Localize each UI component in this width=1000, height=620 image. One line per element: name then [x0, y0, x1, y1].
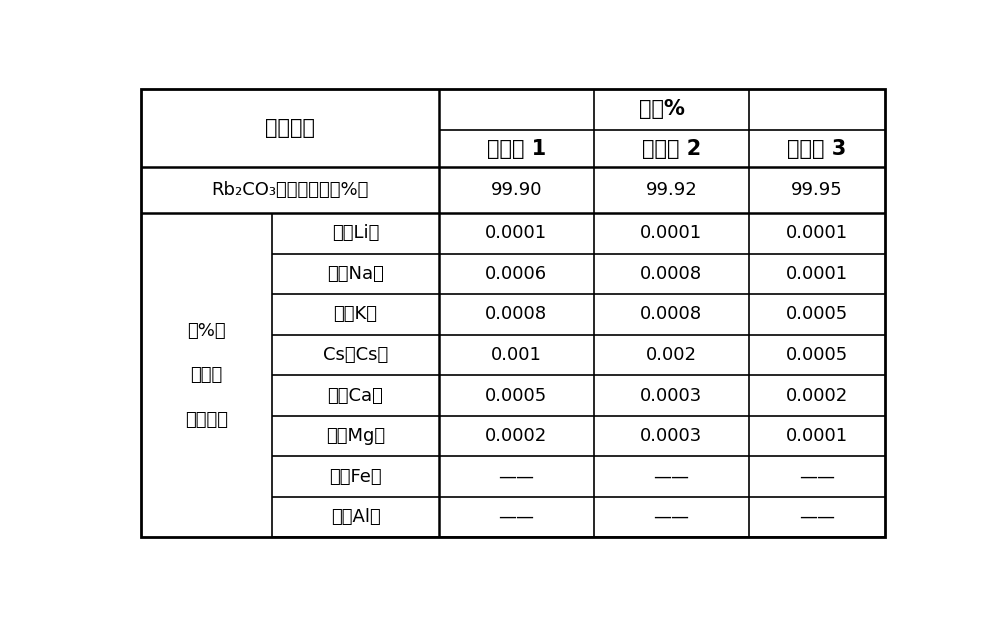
Text: 钾（K）: 钾（K） [334, 306, 378, 324]
Text: 钙（Ca）: 钙（Ca） [328, 387, 384, 405]
Text: 0.0001: 0.0001 [786, 427, 848, 445]
Text: 实施例 1: 实施例 1 [487, 139, 546, 159]
Text: 99.95: 99.95 [791, 181, 843, 199]
Text: 0.0008: 0.0008 [485, 306, 547, 324]
Text: ——: —— [799, 467, 835, 485]
Text: 0.0005: 0.0005 [485, 387, 548, 405]
Text: 0.0008: 0.0008 [640, 306, 702, 324]
Text: 0.0005: 0.0005 [786, 346, 848, 364]
Text: 0.0002: 0.0002 [786, 387, 848, 405]
Text: （%）: （%） [187, 322, 226, 340]
Text: Rb₂CO₃含量不小于（%）: Rb₂CO₃含量不小于（%） [211, 181, 368, 199]
Text: 0.0008: 0.0008 [640, 265, 702, 283]
Text: 0.0001: 0.0001 [786, 265, 848, 283]
Text: 0.0001: 0.0001 [640, 224, 702, 242]
Text: 99.92: 99.92 [646, 181, 697, 199]
Text: 铝（Al）: 铝（Al） [331, 508, 380, 526]
Text: ——: —— [498, 508, 534, 526]
Text: Cs（Cs）: Cs（Cs） [323, 346, 388, 364]
Text: 镁（Mg）: 镁（Mg） [326, 427, 385, 445]
Text: ——: —— [799, 508, 835, 526]
Text: ——: —— [498, 467, 534, 485]
Text: 99.90: 99.90 [491, 181, 542, 199]
Text: 杂质含量: 杂质含量 [185, 411, 228, 429]
Text: 锂（Li）: 锂（Li） [332, 224, 379, 242]
Text: 铁（Fe）: 铁（Fe） [329, 467, 382, 485]
Text: 0.0001: 0.0001 [485, 224, 547, 242]
Text: 0.001: 0.001 [491, 346, 542, 364]
Text: 不大于: 不大于 [190, 366, 222, 384]
Text: ——: —— [653, 467, 689, 485]
Text: 0.0003: 0.0003 [640, 387, 702, 405]
Text: 0.0005: 0.0005 [786, 306, 848, 324]
Text: 检验项目: 检验项目 [265, 118, 315, 138]
Text: 钠（Na）: 钠（Na） [327, 265, 384, 283]
Text: ——: —— [653, 508, 689, 526]
Text: 0.002: 0.002 [646, 346, 697, 364]
Text: 0.0001: 0.0001 [786, 224, 848, 242]
Text: 含量%: 含量% [639, 99, 685, 120]
Text: 实施例 2: 实施例 2 [642, 139, 701, 159]
Text: 0.0006: 0.0006 [485, 265, 547, 283]
Text: 0.0002: 0.0002 [485, 427, 548, 445]
Text: 0.0003: 0.0003 [640, 427, 702, 445]
Text: 实施例 3: 实施例 3 [787, 139, 846, 159]
